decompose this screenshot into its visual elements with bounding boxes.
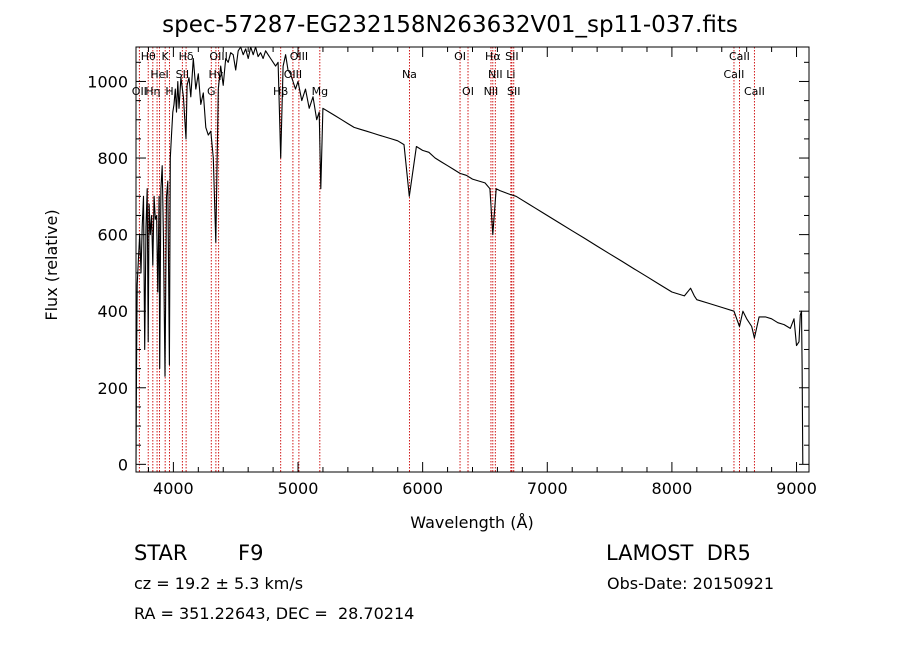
observation-date: Obs-Date: 20150921 bbox=[607, 574, 775, 593]
line-marker-label: Hδ bbox=[179, 50, 194, 63]
y-tick-label: 600 bbox=[97, 226, 128, 245]
x-tick-label: 4000 bbox=[153, 479, 194, 498]
line-marker-label: OIII bbox=[209, 50, 227, 63]
line-marker-label: CaII bbox=[724, 68, 745, 81]
line-marker-label: H bbox=[165, 85, 173, 98]
plot-frame bbox=[135, 46, 810, 473]
line-marker-label: Hη bbox=[145, 85, 160, 98]
survey-name: LAMOST DR5 bbox=[606, 541, 751, 565]
line-marker-label: Hα bbox=[485, 50, 501, 63]
line-marker-label: NII bbox=[484, 85, 499, 98]
line-marker-label: SII bbox=[505, 50, 518, 63]
line-marker-label: Hβ bbox=[273, 85, 288, 98]
y-tick-label: 200 bbox=[97, 379, 128, 398]
y-tick-label: 400 bbox=[97, 302, 128, 321]
spectrum-line bbox=[135, 46, 804, 465]
line-marker-label: Mg bbox=[312, 85, 328, 98]
x-tick-label: 5000 bbox=[278, 479, 319, 498]
line-marker-label: OIII bbox=[284, 68, 302, 81]
y-tick-label: 800 bbox=[97, 149, 128, 168]
x-tick-label: 9000 bbox=[776, 479, 817, 498]
spectral-subclass: F9 bbox=[238, 541, 264, 565]
axis-ticks: 4000 5000 6000 7000 8000 9000 0 200 400 600 800 100… bbox=[87, 47, 817, 498]
line-marker-label: Na bbox=[402, 68, 417, 81]
line-marker-label: OIII bbox=[290, 50, 308, 63]
marker-labels: OIIHθHηHeIKHSIIHδGHγOIIIHβOIIIOIIIMgNaOI… bbox=[132, 50, 765, 98]
line-marker-label: Hγ bbox=[208, 68, 223, 81]
line-marker-label: CaII bbox=[744, 85, 765, 98]
y-tick-label: 1000 bbox=[87, 72, 128, 91]
x-tick-label: 6000 bbox=[402, 479, 443, 498]
line-marker-label: G bbox=[207, 85, 216, 98]
y-tick-label: 0 bbox=[118, 455, 128, 474]
line-marker-label: HeI bbox=[150, 68, 168, 81]
line-marker-layer bbox=[138, 47, 755, 472]
line-marker-label: OI bbox=[462, 85, 474, 98]
chart-title: spec-57287-EG232158N263632V01_sp11-037.f… bbox=[162, 12, 738, 38]
x-tick-label: 7000 bbox=[527, 479, 568, 498]
line-marker-label: K bbox=[162, 50, 170, 63]
redshift-velocity: cz = 19.2 ± 5.3 km/s bbox=[134, 574, 304, 593]
line-marker-label: SII bbox=[176, 68, 189, 81]
line-marker-label: OII bbox=[132, 85, 147, 98]
sky-coordinates: RA = 351.22643, DEC = 28.70214 bbox=[134, 604, 415, 623]
x-axis-label: Wavelength (Å) bbox=[410, 513, 533, 532]
line-marker-label: SII bbox=[507, 85, 520, 98]
line-marker-label: CaII bbox=[729, 50, 750, 63]
line-marker-label: OI bbox=[454, 50, 466, 63]
y-axis-label: Flux (relative) bbox=[42, 209, 61, 320]
line-marker-label: Li bbox=[506, 68, 515, 81]
line-marker-label: Hθ bbox=[141, 50, 156, 63]
x-tick-label: 8000 bbox=[652, 479, 693, 498]
object-class: STAR bbox=[134, 541, 188, 565]
line-marker-label: NII bbox=[488, 68, 503, 81]
